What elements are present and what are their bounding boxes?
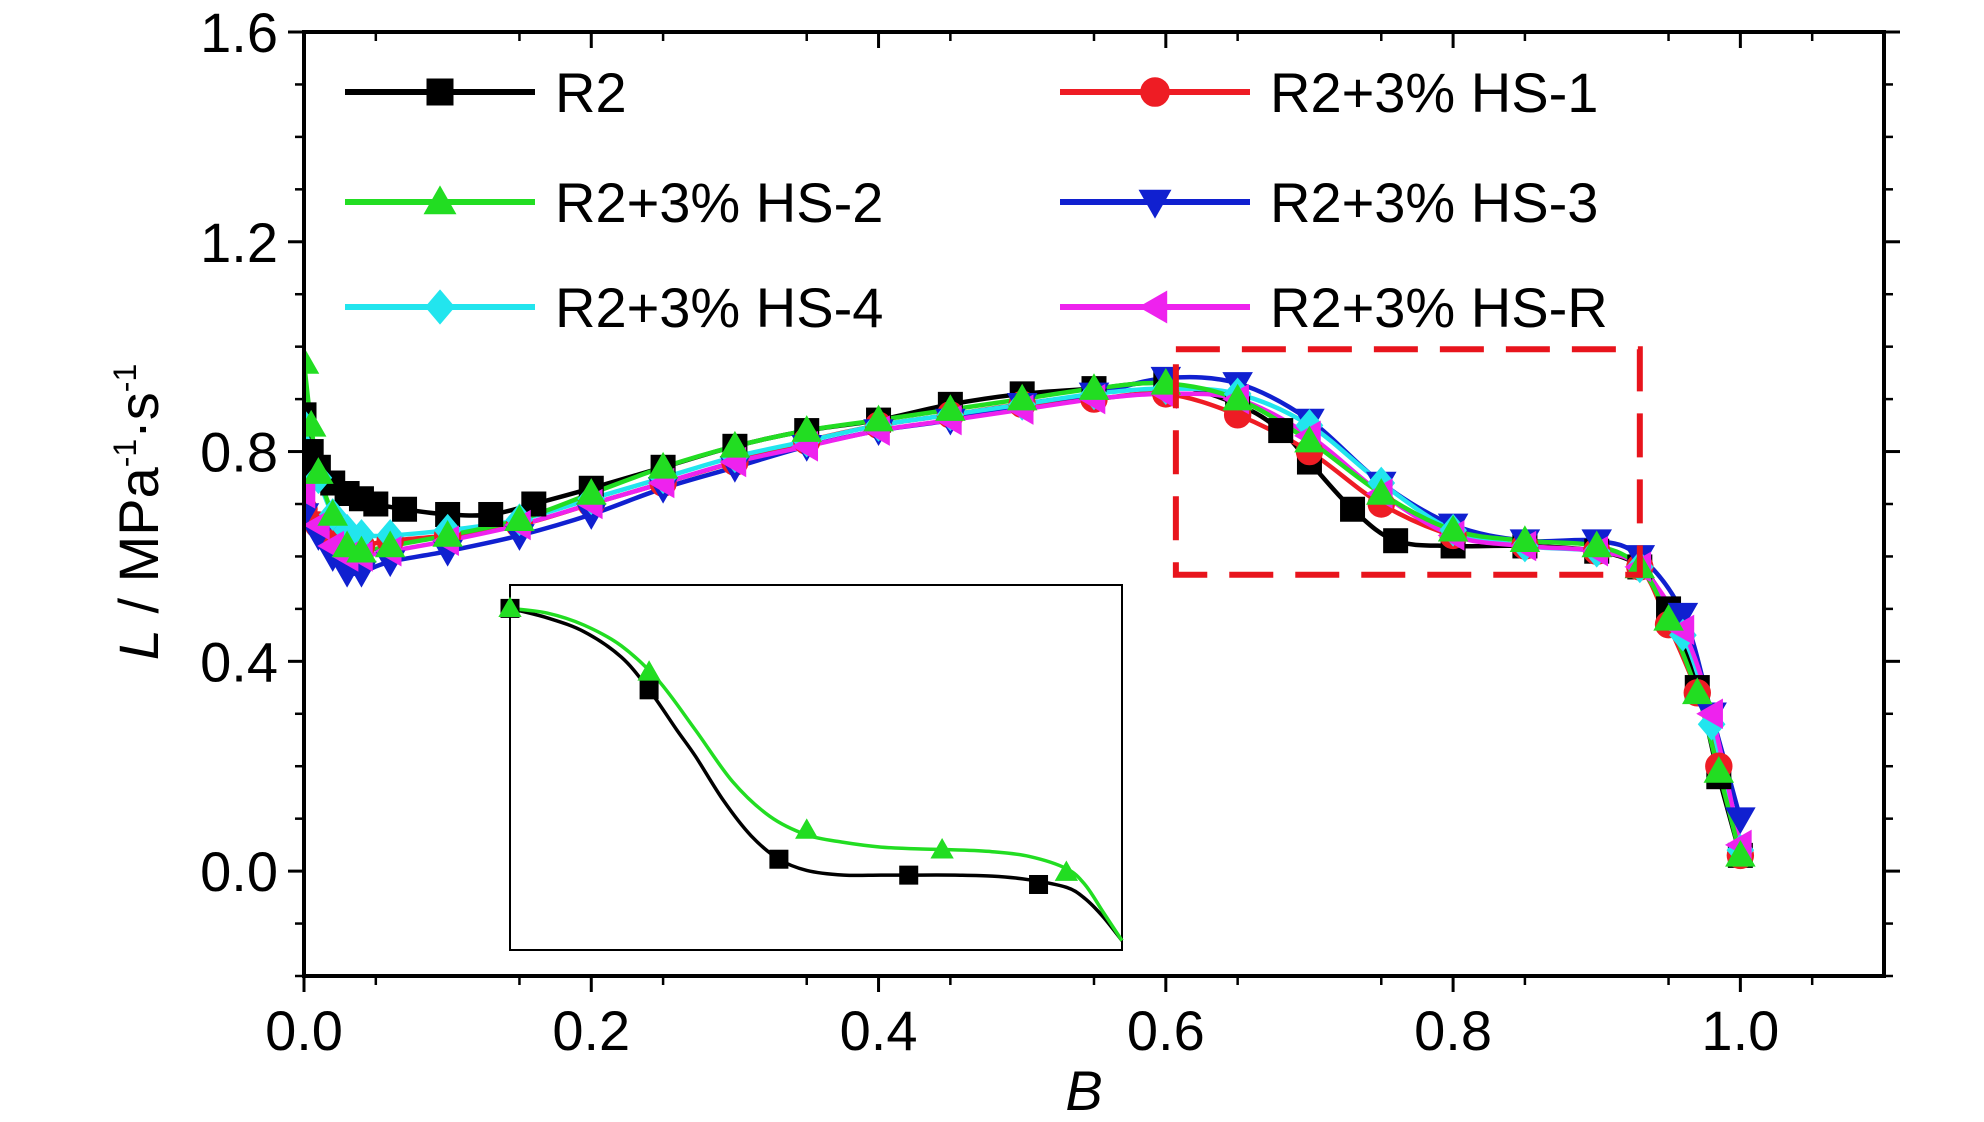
y-axis-exp1: -1 bbox=[107, 439, 143, 467]
inset-point-1 bbox=[637, 660, 661, 681]
series-0-point bbox=[1268, 418, 1294, 444]
legend-item: R2 bbox=[345, 61, 627, 124]
series-2-point bbox=[1222, 383, 1253, 411]
legend-label: R2+3% HS-3 bbox=[1270, 171, 1598, 234]
series-2-point bbox=[1653, 603, 1684, 631]
series-2-point bbox=[504, 504, 535, 532]
series-5-point bbox=[1696, 698, 1723, 730]
legend-swatch-marker bbox=[1140, 77, 1170, 107]
series-layer bbox=[304, 346, 1756, 870]
series-2-point bbox=[304, 457, 334, 484]
x-tick-label: 1.0 bbox=[1701, 999, 1779, 1062]
x-tick-label: 0.0 bbox=[265, 999, 343, 1062]
series-0-point bbox=[363, 491, 389, 517]
legend-label: R2+3% HS-1 bbox=[1270, 61, 1598, 124]
series-2-point bbox=[719, 430, 751, 458]
y-tick-label: 0.0 bbox=[200, 840, 278, 903]
x-tick-label: 0.8 bbox=[1414, 999, 1492, 1062]
y-tick-label: 1.2 bbox=[200, 211, 278, 274]
legend-label: R2+3% HS-R bbox=[1270, 276, 1608, 339]
inset-line-0 bbox=[509, 606, 1124, 942]
series-2-point bbox=[1725, 839, 1756, 867]
legend-item: R2+3% HS-R bbox=[1060, 276, 1608, 339]
legend: R2 R2+3% HS-1 R2+3% HS-2 R2+3% HS-3 R2+3% HS… bbox=[345, 61, 1608, 339]
y-axis-title: L / MPa-1·s-1 bbox=[107, 364, 170, 661]
series-0-point bbox=[392, 496, 418, 522]
y-axis-mid: ·s bbox=[107, 392, 170, 439]
inset-point-1 bbox=[930, 838, 954, 859]
legend-swatch-marker bbox=[426, 78, 454, 106]
series-2-point bbox=[576, 478, 607, 505]
series-2-point bbox=[317, 499, 348, 526]
legend-swatch-marker bbox=[425, 289, 455, 325]
legend-swatch-marker bbox=[423, 185, 457, 215]
legend-item: R2+3% HS-2 bbox=[345, 171, 883, 234]
inset-point-1 bbox=[498, 596, 522, 617]
legend-item: R2+3% HS-3 bbox=[1060, 171, 1598, 234]
series-0-point bbox=[1383, 528, 1409, 554]
series-2-point bbox=[1366, 478, 1397, 505]
axes-layer: 0.0 0.2 0.4 0.6 0.8 1.0 0.0 0.4 0.8 1.2 1.6 bbox=[200, 1, 1900, 1062]
inset-point-0 bbox=[899, 865, 919, 885]
series-2-point bbox=[304, 409, 327, 437]
legend-swatch-marker bbox=[1138, 290, 1168, 324]
legend-label: R2 bbox=[555, 61, 627, 124]
y-tick-label: 0.8 bbox=[200, 421, 278, 484]
series-2-point bbox=[1509, 525, 1541, 553]
highlight-box bbox=[1172, 346, 1643, 578]
x-tick-label: 0.4 bbox=[840, 999, 918, 1062]
series-2-point bbox=[863, 404, 894, 432]
series-2-point bbox=[432, 520, 463, 547]
inset-point-0 bbox=[639, 680, 659, 700]
inset-point-1 bbox=[795, 818, 819, 839]
svg-text:L / MPa-1·s-1: L / MPa-1·s-1 bbox=[107, 364, 170, 661]
legend-item: R2+3% HS-4 bbox=[345, 276, 883, 339]
series-2-point bbox=[647, 451, 679, 479]
legend-swatch-marker bbox=[1138, 189, 1172, 219]
legend-item: R2+3% HS-1 bbox=[1060, 61, 1598, 124]
series-3-point bbox=[1667, 602, 1699, 630]
inset-point-0 bbox=[1029, 874, 1049, 894]
series-2-point bbox=[304, 346, 320, 374]
inset-point-1 bbox=[1054, 860, 1079, 881]
inset-frame bbox=[509, 584, 1123, 951]
series-0-point bbox=[478, 501, 504, 527]
series-2-point bbox=[1294, 425, 1325, 453]
y-tick-label: 1.6 bbox=[200, 1, 278, 64]
series-5-point bbox=[304, 478, 316, 509]
series-2-point bbox=[935, 394, 966, 421]
series-2-point bbox=[1703, 756, 1735, 783]
legend-label: R2+3% HS-4 bbox=[555, 276, 883, 339]
series-3-point bbox=[1725, 807, 1756, 835]
inset-plot bbox=[498, 584, 1124, 951]
series-2-point bbox=[1078, 373, 1110, 400]
series-2-point bbox=[1682, 677, 1713, 705]
y-axis-var: L bbox=[107, 629, 170, 660]
inset-point-0 bbox=[769, 849, 789, 869]
series-2-point bbox=[1581, 530, 1612, 558]
y-tick-label: 0.4 bbox=[200, 630, 278, 693]
x-tick-label: 0.2 bbox=[552, 999, 630, 1062]
series-2-point bbox=[374, 530, 406, 558]
legend-label: R2+3% HS-2 bbox=[555, 171, 883, 234]
series-2-point bbox=[1437, 514, 1469, 542]
highlight-box-layer bbox=[1172, 346, 1643, 578]
series-3-point bbox=[304, 503, 320, 530]
series-0-point bbox=[1340, 496, 1366, 522]
series-2-point bbox=[791, 415, 822, 442]
series-2-point bbox=[346, 535, 377, 563]
y-axis-unit: / MPa bbox=[107, 466, 170, 629]
x-tick-label: 0.6 bbox=[1127, 999, 1205, 1062]
series-2-point bbox=[1006, 383, 1038, 411]
y-axis-exp2: -1 bbox=[107, 364, 143, 392]
x-axis-title: B bbox=[1065, 1059, 1102, 1122]
